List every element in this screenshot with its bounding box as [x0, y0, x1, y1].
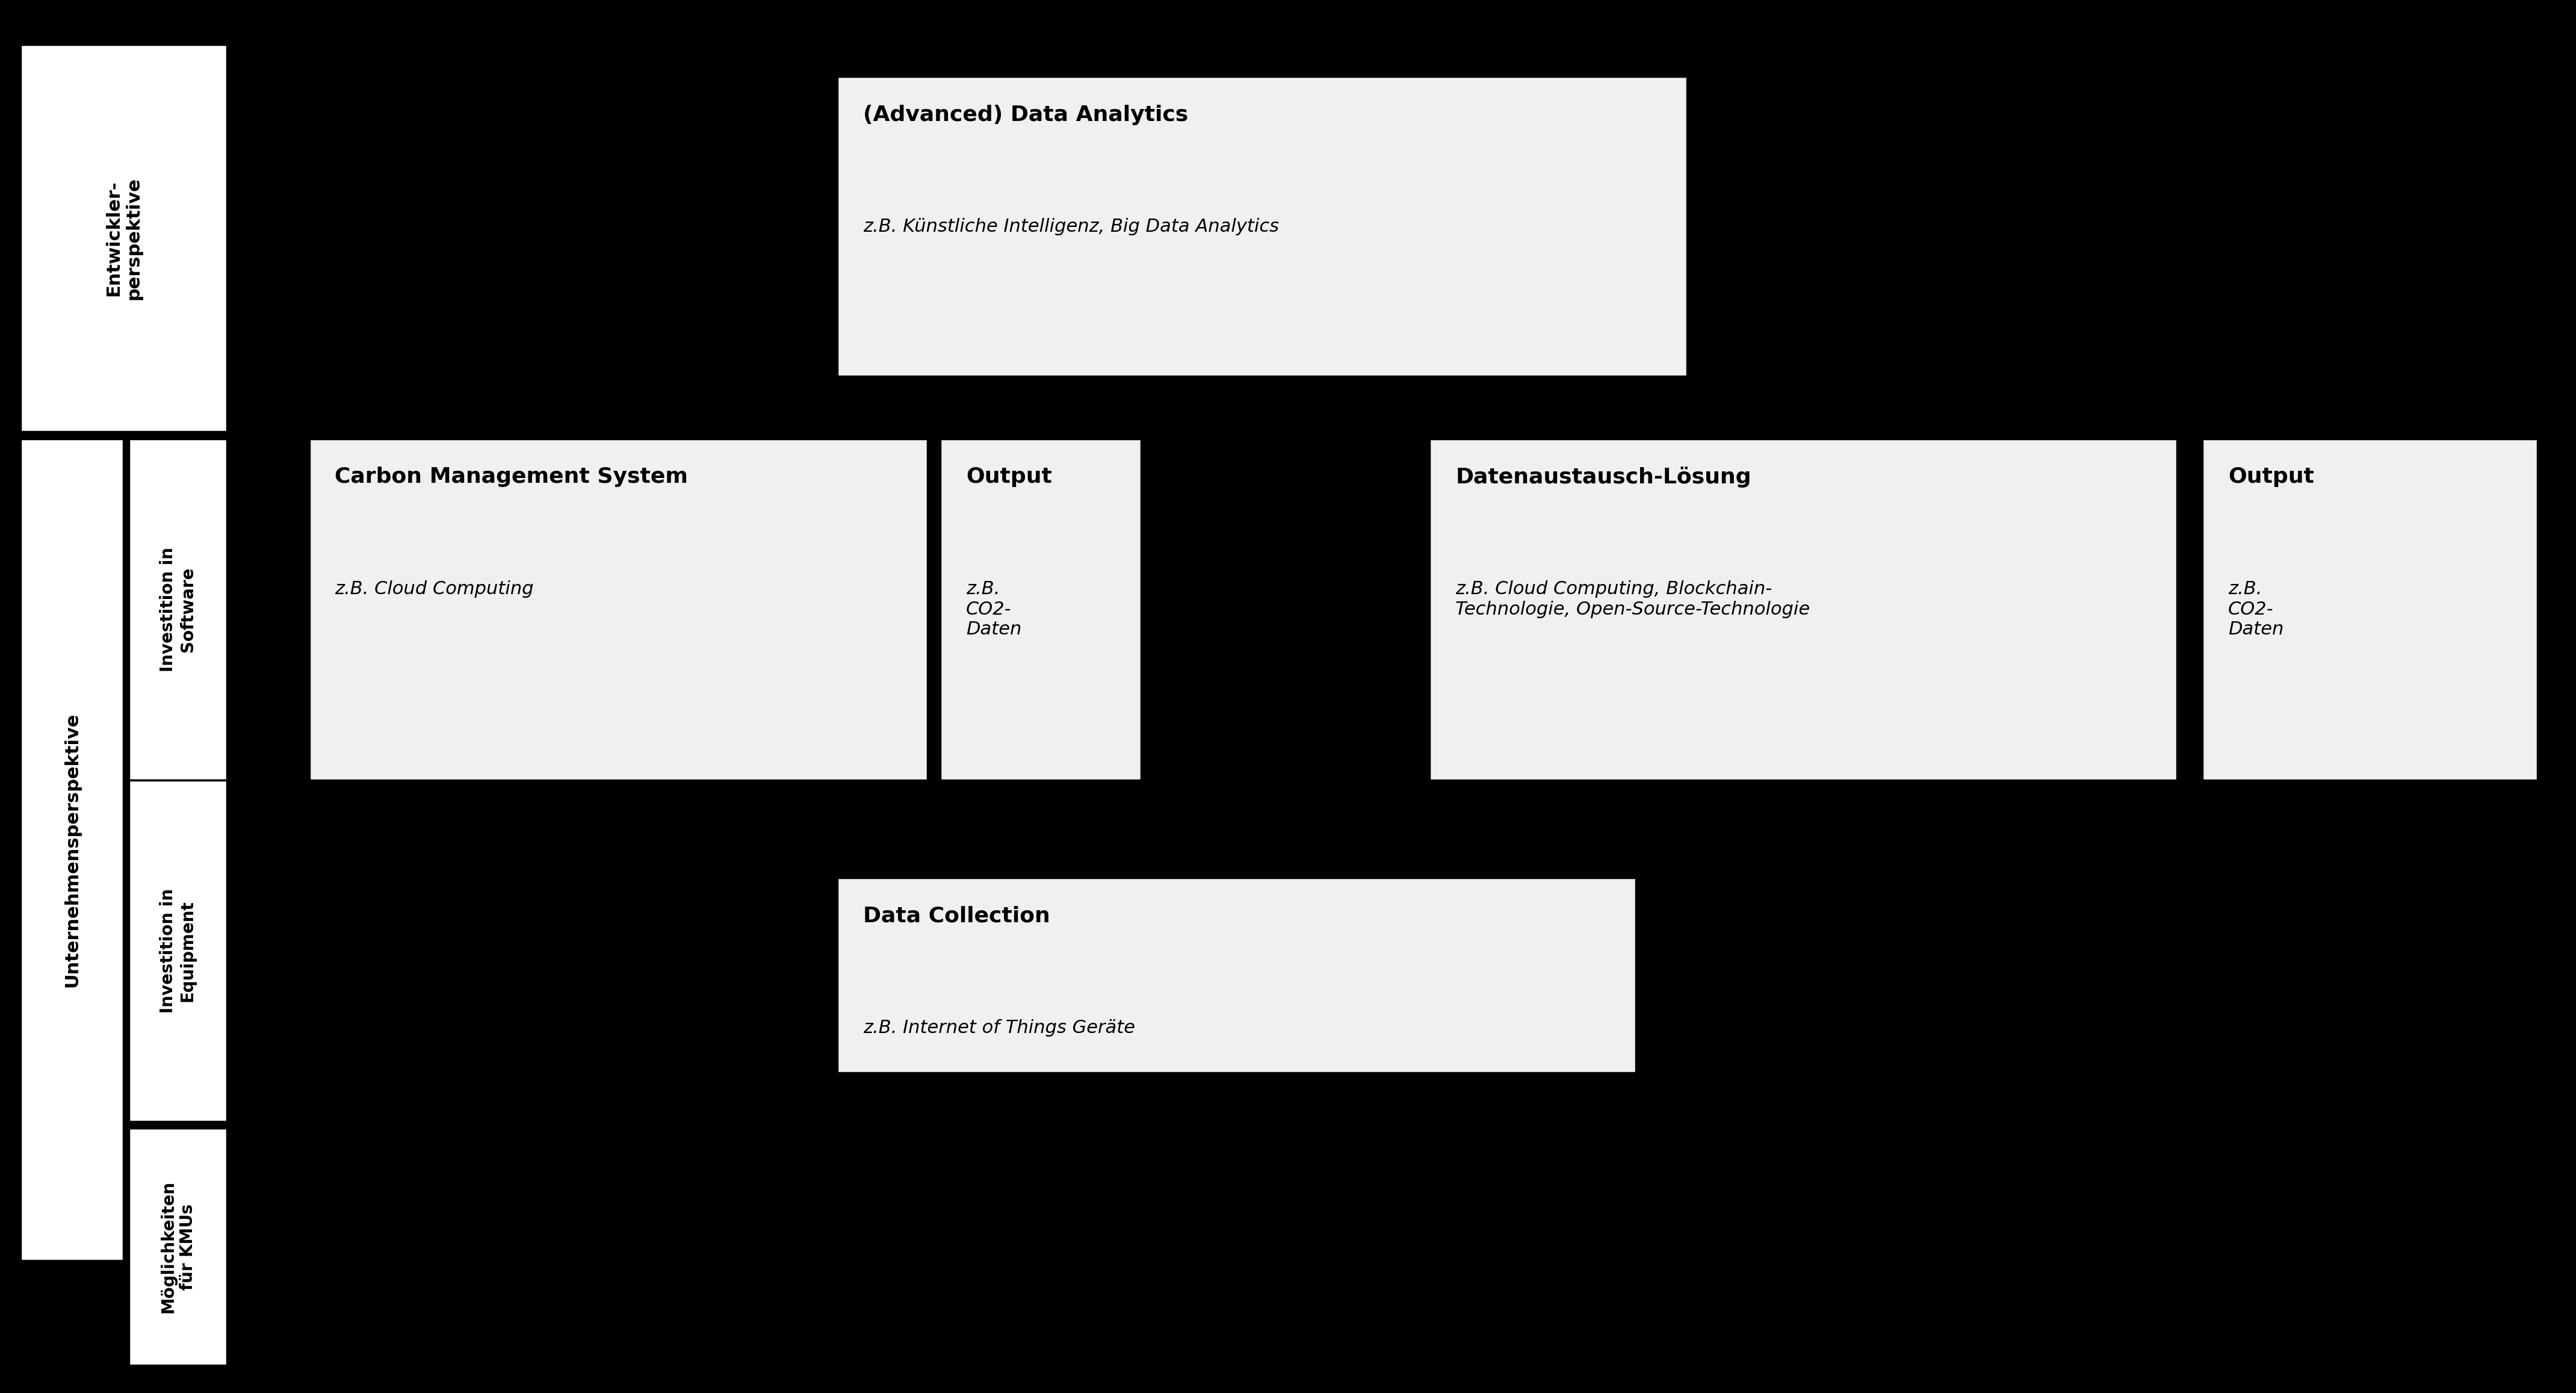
FancyBboxPatch shape — [837, 77, 1687, 376]
FancyBboxPatch shape — [21, 439, 124, 1261]
FancyBboxPatch shape — [1430, 439, 2177, 780]
Text: z.B. Künstliche Intelligenz, Big Data Analytics: z.B. Künstliche Intelligenz, Big Data An… — [863, 219, 1278, 235]
FancyBboxPatch shape — [837, 878, 1636, 1073]
Text: Carbon Management System: Carbon Management System — [335, 467, 688, 488]
Text: Investition in
Software: Investition in Software — [160, 547, 196, 671]
FancyBboxPatch shape — [129, 439, 227, 780]
Text: Entwickler-
perspektive: Entwickler- perspektive — [106, 177, 142, 299]
FancyBboxPatch shape — [2202, 439, 2537, 780]
FancyBboxPatch shape — [940, 439, 1141, 780]
Text: Unternehmensperspektive: Unternehmensperspektive — [64, 712, 80, 988]
Text: Data Collection: Data Collection — [863, 905, 1051, 926]
FancyBboxPatch shape — [129, 780, 227, 1121]
Text: z.B.
CO2-
Daten: z.B. CO2- Daten — [966, 581, 1023, 638]
Text: Datenaustausch-Lösung: Datenaustausch-Lösung — [1455, 467, 1752, 488]
Text: Möglichkeiten
für KMUs: Möglichkeiten für KMUs — [160, 1180, 196, 1314]
Text: z.B. Cloud Computing: z.B. Cloud Computing — [335, 581, 533, 598]
Text: (Advanced) Data Analytics: (Advanced) Data Analytics — [863, 104, 1188, 125]
Text: Output: Output — [966, 467, 1051, 488]
Text: Output: Output — [2228, 467, 2313, 488]
Text: z.B. Cloud Computing, Blockchain-
Technologie, Open-Source-Technologie: z.B. Cloud Computing, Blockchain- Techno… — [1455, 581, 1811, 618]
FancyBboxPatch shape — [309, 439, 927, 780]
Text: z.B. Internet of Things Geräte: z.B. Internet of Things Geräte — [863, 1020, 1136, 1036]
Text: Investition in
Equipment: Investition in Equipment — [160, 889, 196, 1013]
FancyBboxPatch shape — [21, 45, 227, 432]
FancyBboxPatch shape — [129, 1128, 227, 1365]
Text: z.B.
CO2-
Daten: z.B. CO2- Daten — [2228, 581, 2285, 638]
